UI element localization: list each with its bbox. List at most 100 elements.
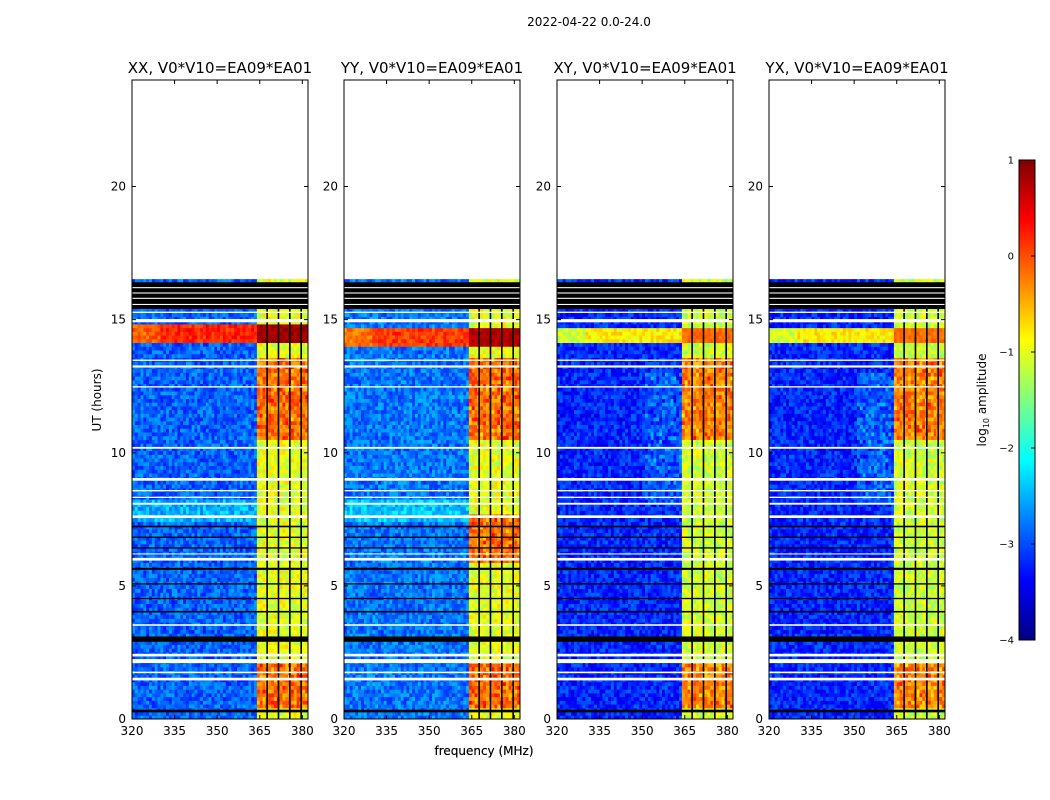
heatmap-cell [282,599,286,604]
heatmap-cell [259,569,264,575]
heatmap-cell [143,554,147,560]
heatmap-cell [163,420,167,426]
heatmap-cell [251,618,255,623]
heatmap-cell [149,417,153,422]
heatmap-cell [151,439,156,444]
heatmap-cell [149,588,153,593]
heatmap-cell [200,461,204,467]
heatmap-cell [208,622,212,627]
heatmap-cell [151,588,156,593]
heatmap-cell [220,480,224,485]
heatmap-cell [143,428,147,433]
heatmap-cell [137,484,142,489]
heatmap-cell [166,603,170,608]
heatmap-cell [174,472,178,478]
heatmap-cell [279,450,283,455]
heatmap-cell [268,431,272,437]
heatmap-cell [185,573,190,578]
heatmap-cell [225,689,230,694]
heatmap-cell [143,528,147,534]
heatmap-cell [171,521,176,526]
heatmap-cell [285,443,289,448]
heatmap-cell [174,484,178,489]
heatmap-cell [205,711,210,716]
heatmap-cell [302,610,306,616]
heatmap-cell [237,562,241,567]
heatmap-cell [163,469,167,474]
heatmap-cell [194,558,198,563]
heatmap-cell [137,618,142,623]
heatmap-cell [239,439,244,444]
heatmap-cell [231,450,235,455]
heatmap-cell [191,610,195,616]
heatmap-cell [268,532,272,537]
heatmap-cell [293,510,298,515]
heatmap-cell [211,614,215,619]
heatmap-cell [256,655,261,660]
heatmap-cell [271,551,275,556]
heatmap-cell [225,610,230,616]
heatmap-cell [268,633,272,638]
heatmap-cell [231,588,235,593]
heatmap-cell [273,517,278,522]
heatmap-cell [259,521,264,526]
heatmap-cell [259,603,264,608]
heatmap-cell [154,417,159,422]
heatmap-cell [149,502,153,508]
heatmap-cell [174,581,178,586]
heatmap-cell [143,506,147,511]
heatmap-cell [191,484,195,489]
heatmap-cell [248,581,252,586]
heatmap-cell [146,592,150,597]
heatmap-cell [149,663,153,668]
heatmap-cell [168,614,173,619]
heatmap-cell [228,558,232,563]
heatmap-cell [271,640,275,645]
heatmap-cell [180,663,184,668]
heatmap-cell [251,681,255,686]
heatmap-cell [154,480,159,485]
heatmap-cell [183,704,187,709]
heatmap-cell [296,484,300,489]
heatmap-cell [146,666,150,672]
heatmap-cell [174,588,178,593]
heatmap-cell [256,618,261,623]
heatmap-cell [256,681,261,686]
heatmap-cell [234,484,238,489]
heatmap-cell [163,685,167,690]
heatmap-cell [180,502,184,508]
heatmap-cell [273,487,278,493]
heatmap-cell [200,692,204,698]
heatmap-cell [302,532,306,537]
heatmap-cell [197,454,201,459]
heatmap-cell [191,573,195,578]
heatmap-cell [151,640,156,645]
heatmap-cell [163,607,167,612]
heatmap-cell [140,614,144,619]
heatmap-cell [168,428,173,433]
heatmap-cell [271,674,275,679]
heatmap-cell [302,592,306,597]
heatmap-cell [157,420,161,426]
heatmap-cell [256,461,261,467]
heatmap-cell [143,443,147,448]
heatmap-cell [239,532,244,537]
heatmap-cell [154,446,159,452]
heatmap-cell [208,540,212,545]
heatmap-cell [134,461,139,467]
heatmap-cell [171,510,176,515]
heatmap-cell [271,573,275,578]
heatmap-cell [151,502,156,508]
heatmap-cell [231,629,235,634]
heatmap-cell [200,554,204,560]
heatmap-cell [222,584,227,590]
heatmap-cell [157,491,161,496]
heatmap-cell [251,640,255,645]
heatmap-cell [154,551,159,556]
heatmap-cell [214,435,218,440]
heatmap-cell [154,610,159,616]
heatmap-cell [273,663,278,668]
heatmap-cell [242,446,247,452]
heatmap-cell [174,629,178,634]
heatmap-cell [296,663,300,668]
